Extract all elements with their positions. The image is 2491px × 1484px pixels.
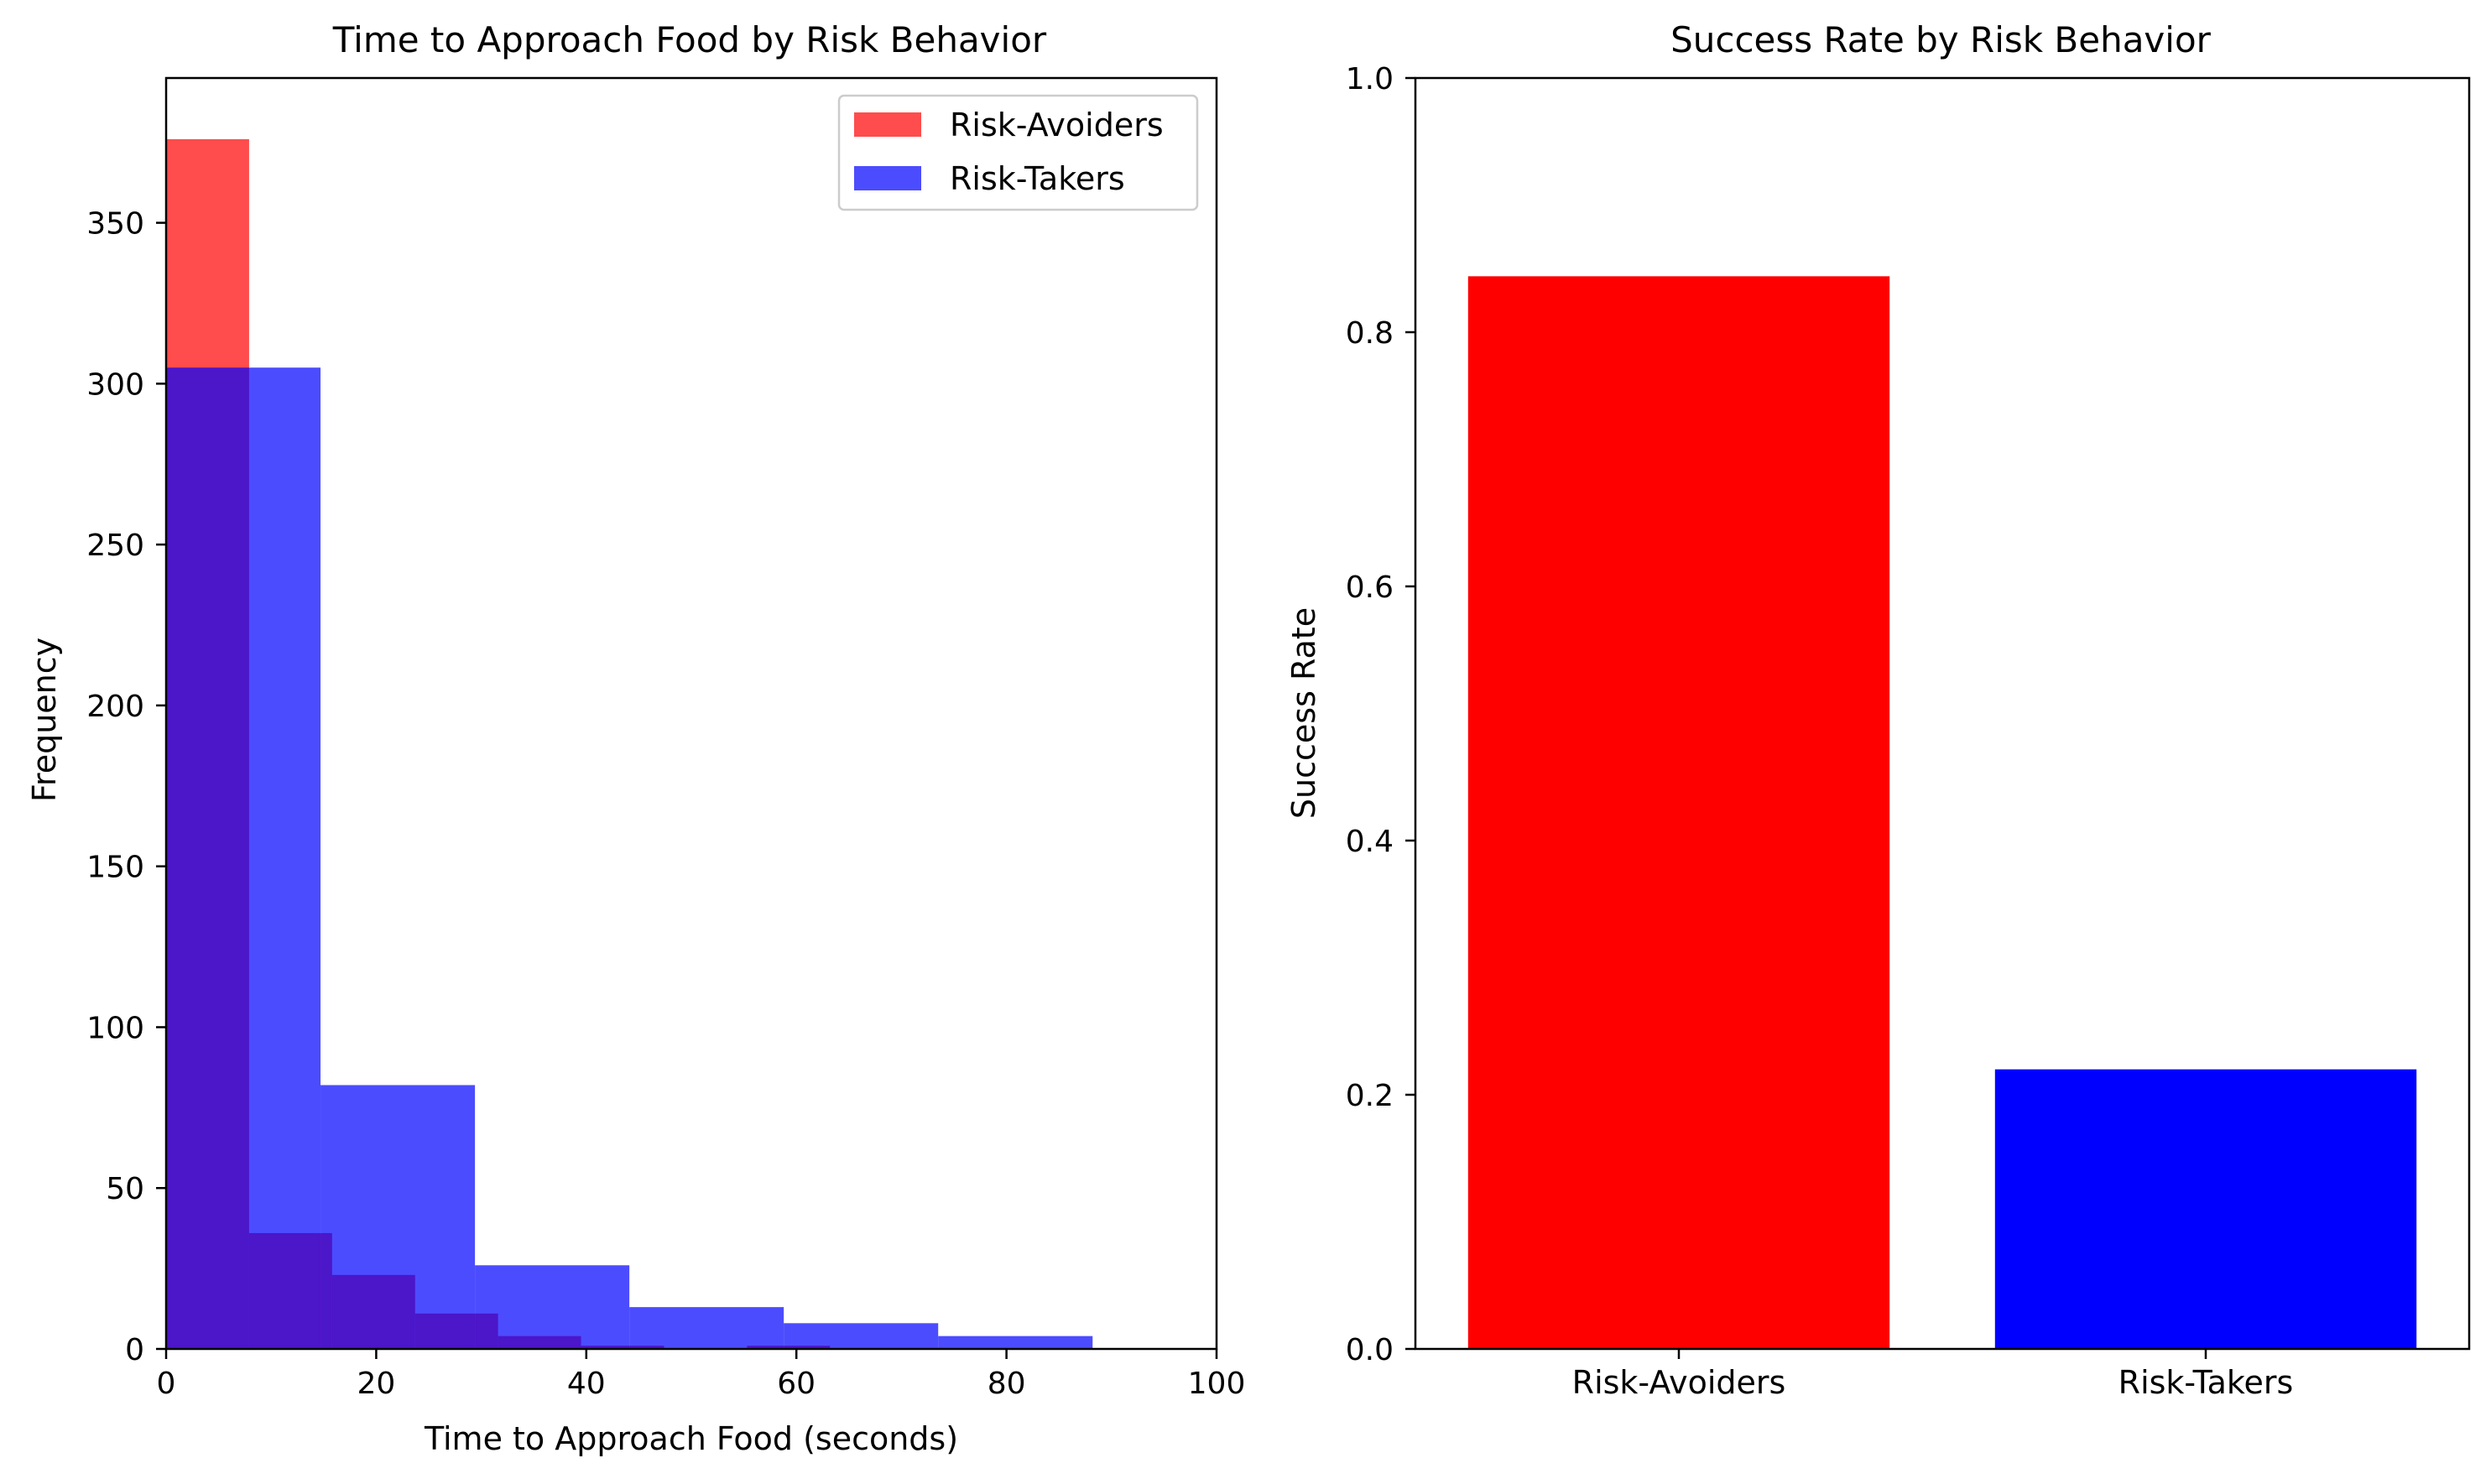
- legend-frame: [837, 94, 1199, 211]
- legend-label-risk-takers: Risk-Takers: [950, 160, 1125, 197]
- histogram-bar-risk-takers-4: [784, 1323, 939, 1349]
- histogram-x-tick-label-100: 100: [1188, 1367, 1246, 1401]
- bar-chart-title: Success Rate by Risk Behavior: [1670, 19, 2212, 60]
- histogram-legend: Risk-Avoiders Risk-Takers: [837, 94, 1199, 211]
- legend-swatch-risk-takers: [854, 166, 921, 190]
- histogram-y-tick-label-50: 50: [106, 1172, 144, 1206]
- histogram-bar-risk-takers-0: [166, 367, 321, 1349]
- histogram-x-tick-label-80: 80: [988, 1367, 1026, 1401]
- histogram-x-tick-label-60: 60: [777, 1367, 816, 1401]
- bar-chart-x-axis: Risk-Avoiders Risk-Takers: [1572, 1349, 2294, 1401]
- histogram-y-tick-label-100: 100: [86, 1011, 144, 1045]
- bar-risk-takers: [1994, 1069, 2417, 1349]
- histogram-bars: [166, 138, 1093, 1349]
- histogram-chart: Time to Approach Food by Risk Behavior 0…: [26, 19, 1245, 1457]
- legend-swatch-risk-avoiders: [854, 112, 921, 137]
- bar-y-tick-label-3: 0.6: [1346, 570, 1394, 605]
- histogram-y-tick-label-300: 300: [86, 367, 144, 402]
- histogram-x-axis: 0 20 40 60 80 100: [157, 1349, 1246, 1401]
- histogram-x-tick-label-0: 0: [157, 1367, 176, 1401]
- bar-y-tick-label-4: 0.8: [1346, 316, 1394, 351]
- bar-risk-avoiders: [1467, 276, 1890, 1350]
- histogram-y-tick-label-200: 200: [86, 690, 144, 724]
- bar-y-tick-label-1: 0.2: [1346, 1079, 1394, 1113]
- histogram-title: Time to Approach Food by Risk Behavior: [332, 19, 1047, 60]
- bar-x-tick-label-risk-avoiders: Risk-Avoiders: [1572, 1364, 1786, 1401]
- bar-chart: Success Rate by Risk Behavior Risk-Avoid…: [1285, 19, 2471, 1401]
- histogram-y-tick-label-150: 150: [86, 851, 144, 885]
- bar-y-tick-label-0: 0.0: [1346, 1333, 1394, 1367]
- histogram-x-label: Time to Approach Food (seconds): [424, 1420, 958, 1457]
- bar-y-tick-label-5: 1.0: [1346, 62, 1394, 96]
- histogram-x-tick-label-20: 20: [357, 1367, 395, 1401]
- histogram-y-tick-label-250: 250: [86, 529, 144, 563]
- histogram-y-tick-label-350: 350: [86, 207, 144, 242]
- bar-y-tick-label-2: 0.4: [1346, 825, 1394, 859]
- histogram-bar-risk-takers-2: [475, 1265, 630, 1349]
- legend-label-risk-avoiders: Risk-Avoiders: [950, 107, 1164, 143]
- histogram-y-tick-label-0: 0: [125, 1333, 144, 1367]
- bar-chart-y-axis: 0.0 0.2 0.4 0.6 0.8 1.0: [1346, 62, 1415, 1367]
- bar-chart-plot-frame: [1414, 76, 2471, 1351]
- bar-chart-bars: [1467, 276, 2417, 1350]
- histogram-bar-risk-takers-3: [629, 1307, 784, 1349]
- histogram-y-label: Frequency: [26, 638, 63, 802]
- bar-chart-y-label: Success Rate: [1285, 607, 1322, 819]
- histogram-x-tick-label-40: 40: [567, 1367, 606, 1401]
- histogram-bar-risk-takers-5: [938, 1336, 1093, 1349]
- histogram-plot-frame: [164, 76, 1218, 1351]
- bar-x-tick-label-risk-takers: Risk-Takers: [2118, 1364, 2294, 1401]
- histogram-bar-risk-takers-1: [320, 1085, 476, 1349]
- histogram-y-axis: 0 50 100 150 200 250 300 350: [86, 207, 166, 1367]
